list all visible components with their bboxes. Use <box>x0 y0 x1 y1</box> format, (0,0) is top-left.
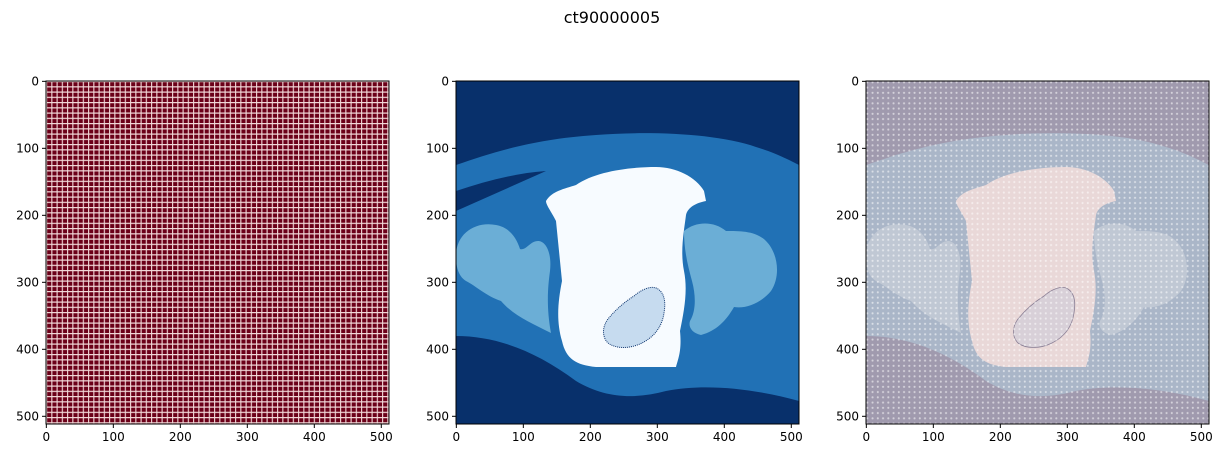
x-tick-label: 400 <box>1123 430 1146 444</box>
figure-title: ct90000005 <box>563 8 661 27</box>
x-tick-label: 200 <box>169 430 192 444</box>
x-axis: 0 100 200 300 400 500 <box>863 424 1213 444</box>
y-tick-label: 500 <box>426 409 449 423</box>
y-axis: 0 100 200 300 400 500 <box>16 74 46 423</box>
panel-frame <box>865 80 1210 425</box>
y-tick-label: 500 <box>16 409 39 423</box>
panel-overlay: 0 100 200 300 400 500 0 100 200 300 400 500 <box>836 74 1213 444</box>
panel-frame <box>455 80 800 425</box>
y-tick-label: 300 <box>426 275 449 289</box>
x-tick-label: 0 <box>453 430 461 444</box>
x-axis: 0 100 200 300 400 500 <box>453 424 803 444</box>
y-tick-label: 300 <box>836 275 859 289</box>
panel-segmentation: 0 100 200 300 400 500 0 100 200 300 400 500 <box>426 74 803 444</box>
x-tick-label: 500 <box>780 430 803 444</box>
x-tick-label: 100 <box>512 430 535 444</box>
y-tick-label: 200 <box>836 208 859 222</box>
x-tick-label: 100 <box>102 430 125 444</box>
x-tick-label: 300 <box>646 430 669 444</box>
x-tick-label: 200 <box>989 430 1012 444</box>
y-tick-label: 200 <box>426 208 449 222</box>
y-tick-label: 0 <box>441 74 449 88</box>
x-tick-label: 500 <box>370 430 393 444</box>
y-tick-label: 0 <box>851 74 859 88</box>
y-tick-label: 100 <box>16 141 39 155</box>
y-tick-label: 300 <box>16 275 39 289</box>
x-tick-label: 0 <box>863 430 871 444</box>
y-tick-label: 400 <box>16 342 39 356</box>
raw-image-heatmap <box>46 81 389 424</box>
y-tick-label: 400 <box>426 342 449 356</box>
x-tick-label: 100 <box>922 430 945 444</box>
x-tick-label: 400 <box>713 430 736 444</box>
y-axis: 0 100 200 300 400 500 <box>836 74 866 423</box>
overlay-grid-texture <box>866 81 1209 424</box>
panel-frame <box>45 80 390 425</box>
x-tick-label: 500 <box>1190 430 1213 444</box>
y-tick-label: 200 <box>16 208 39 222</box>
x-tick-label: 0 <box>43 430 51 444</box>
x-tick-label: 300 <box>1056 430 1079 444</box>
panel-raw-image: 0 100 200 300 400 500 0 100 200 300 400 500 <box>16 74 393 444</box>
y-tick-label: 100 <box>426 141 449 155</box>
y-tick-label: 400 <box>836 342 859 356</box>
x-tick-label: 400 <box>303 430 326 444</box>
x-tick-label: 300 <box>236 430 259 444</box>
y-tick-label: 0 <box>31 74 39 88</box>
x-tick-label: 200 <box>579 430 602 444</box>
y-tick-label: 100 <box>836 141 859 155</box>
segment-gap <box>456 171 546 211</box>
x-axis: 0 100 200 300 400 500 <box>43 424 393 444</box>
y-axis: 0 100 200 300 400 500 <box>426 74 456 423</box>
y-tick-label: 500 <box>836 409 859 423</box>
